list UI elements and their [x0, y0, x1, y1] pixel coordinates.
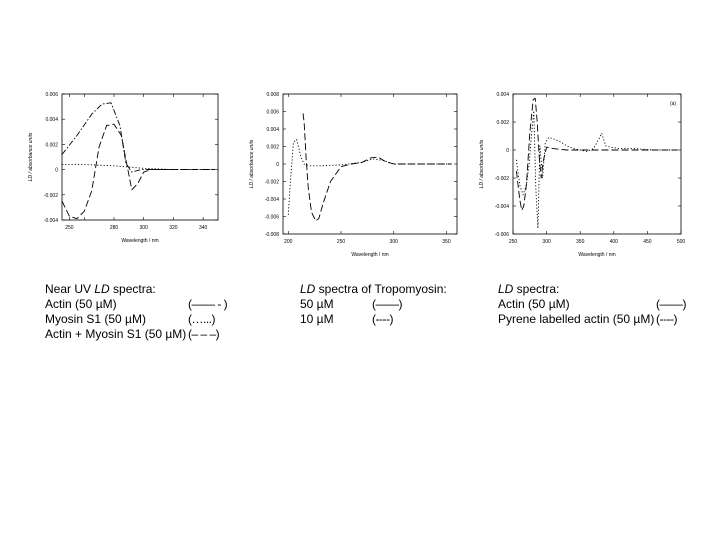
- y-tick-label: 0.004: [266, 127, 279, 133]
- x-tick-label: 320: [169, 225, 178, 231]
- y-tick-label: -0.004: [265, 197, 279, 203]
- y-tick-label: 0.008: [266, 92, 279, 98]
- y-tick-label: -0.002: [495, 176, 509, 182]
- x-tick-label: 350: [576, 239, 585, 245]
- caption-near-uv-ld: Near UV LD spectra: Actin (50 µM) (—— - )…: [45, 282, 228, 342]
- y-axis-label: LD / absorbance units: [28, 132, 34, 181]
- panel-label: (a): [670, 101, 676, 107]
- y-tick-label: 0: [55, 168, 58, 174]
- caption-row: 50 µM (——): [300, 297, 403, 311]
- y-tick-label: 0: [506, 148, 509, 154]
- chart-panel-1: -0.004 -0.002 0 0.002 0.004 0.006 250 280 300 320…: [28, 92, 219, 244]
- series-line: [61, 102, 215, 173]
- caption-row: Myosin S1 (50 µM) (…...): [45, 312, 216, 326]
- y-tick-label: 0.002: [45, 142, 58, 148]
- caption-row: Pyrene labelled actin (50 µM) (----): [498, 312, 677, 326]
- y-tick-label: 0.006: [266, 110, 279, 116]
- x-tick-label: 350: [442, 239, 451, 245]
- x-axis-label: Wavelength / nm: [578, 252, 615, 258]
- series-line: [287, 139, 452, 215]
- x-axis-label: Wavelength / nm: [351, 252, 388, 258]
- series-line: [61, 123, 215, 220]
- x-tick-label: 450: [643, 239, 652, 245]
- x-tick-label: 340: [199, 225, 208, 231]
- x-tick-label: 250: [509, 239, 518, 245]
- x-tick-label: 500: [677, 239, 686, 245]
- caption-tropomyosin-ld: LD spectra of Tropomyosin: 50 µM (——) 10 …: [300, 282, 447, 327]
- x-tick-label: 300: [390, 239, 399, 245]
- y-tick-label: -0.004: [44, 218, 58, 224]
- x-tick-label: 280: [110, 225, 119, 231]
- y-tick-label: 0.004: [496, 92, 509, 98]
- chart-panel-3: -0.006 -0.004 -0.002 0 0.002 0.004 250 300 350 40…: [479, 92, 685, 258]
- series-line: [62, 164, 215, 171]
- caption-row: Actin + Myosin S1 (50 µM) (– – –): [45, 327, 220, 341]
- caption-title: LD spectra:: [498, 282, 560, 296]
- y-tick-label: 0.004: [45, 117, 58, 123]
- x-tick-label: 300: [140, 225, 149, 231]
- x-tick-label: 200: [284, 239, 293, 245]
- caption-title: Near UV LD spectra:: [45, 282, 156, 296]
- caption-row: Actin (50 µM) (—— - ): [45, 297, 228, 311]
- series-line: [515, 97, 678, 211]
- y-tick-label: 0.006: [45, 92, 58, 98]
- y-tick-label: -0.002: [44, 193, 58, 199]
- plot-frame: [61, 93, 219, 221]
- y-tick-label: 0.002: [496, 120, 509, 126]
- series-line: [302, 113, 452, 222]
- caption-row: Actin (50 µM) (——): [498, 297, 687, 311]
- y-tick-label: -0.002: [265, 180, 279, 186]
- charts-canvas: -0.004 -0.002 0 0.002 0.004 0.006 250 280 300 320…: [28, 92, 685, 258]
- y-tick-label: -0.004: [495, 204, 509, 210]
- chart-panel-2: -0.008 -0.006 -0.004 -0.002 0 0.002 0.004 0.006…: [249, 92, 458, 258]
- y-tick-label: 0: [276, 162, 279, 168]
- x-tick-label: 250: [65, 225, 74, 231]
- x-tick-label: 250: [337, 239, 346, 245]
- caption-pyrene-ld: LD spectra: Actin (50 µM) (——) Pyrene lab…: [498, 282, 687, 327]
- y-tick-label: -0.008: [265, 232, 279, 238]
- y-tick-label: -0.006: [495, 232, 509, 238]
- y-tick-label: 0.002: [266, 145, 279, 151]
- x-axis-label: Wavelength / nm: [121, 238, 158, 244]
- y-axis-label: LD / absorbance units: [249, 139, 255, 188]
- caption-row: 10 µM (----): [300, 312, 393, 326]
- x-tick-label: 300: [542, 239, 551, 245]
- series-line: [515, 110, 678, 229]
- y-axis-label: LD / absorbance units: [479, 139, 485, 188]
- plot-frame: [512, 93, 682, 235]
- x-tick-label: 400: [610, 239, 619, 245]
- caption-title: LD spectra of Tropomyosin:: [300, 282, 447, 296]
- y-tick-label: -0.006: [265, 215, 279, 221]
